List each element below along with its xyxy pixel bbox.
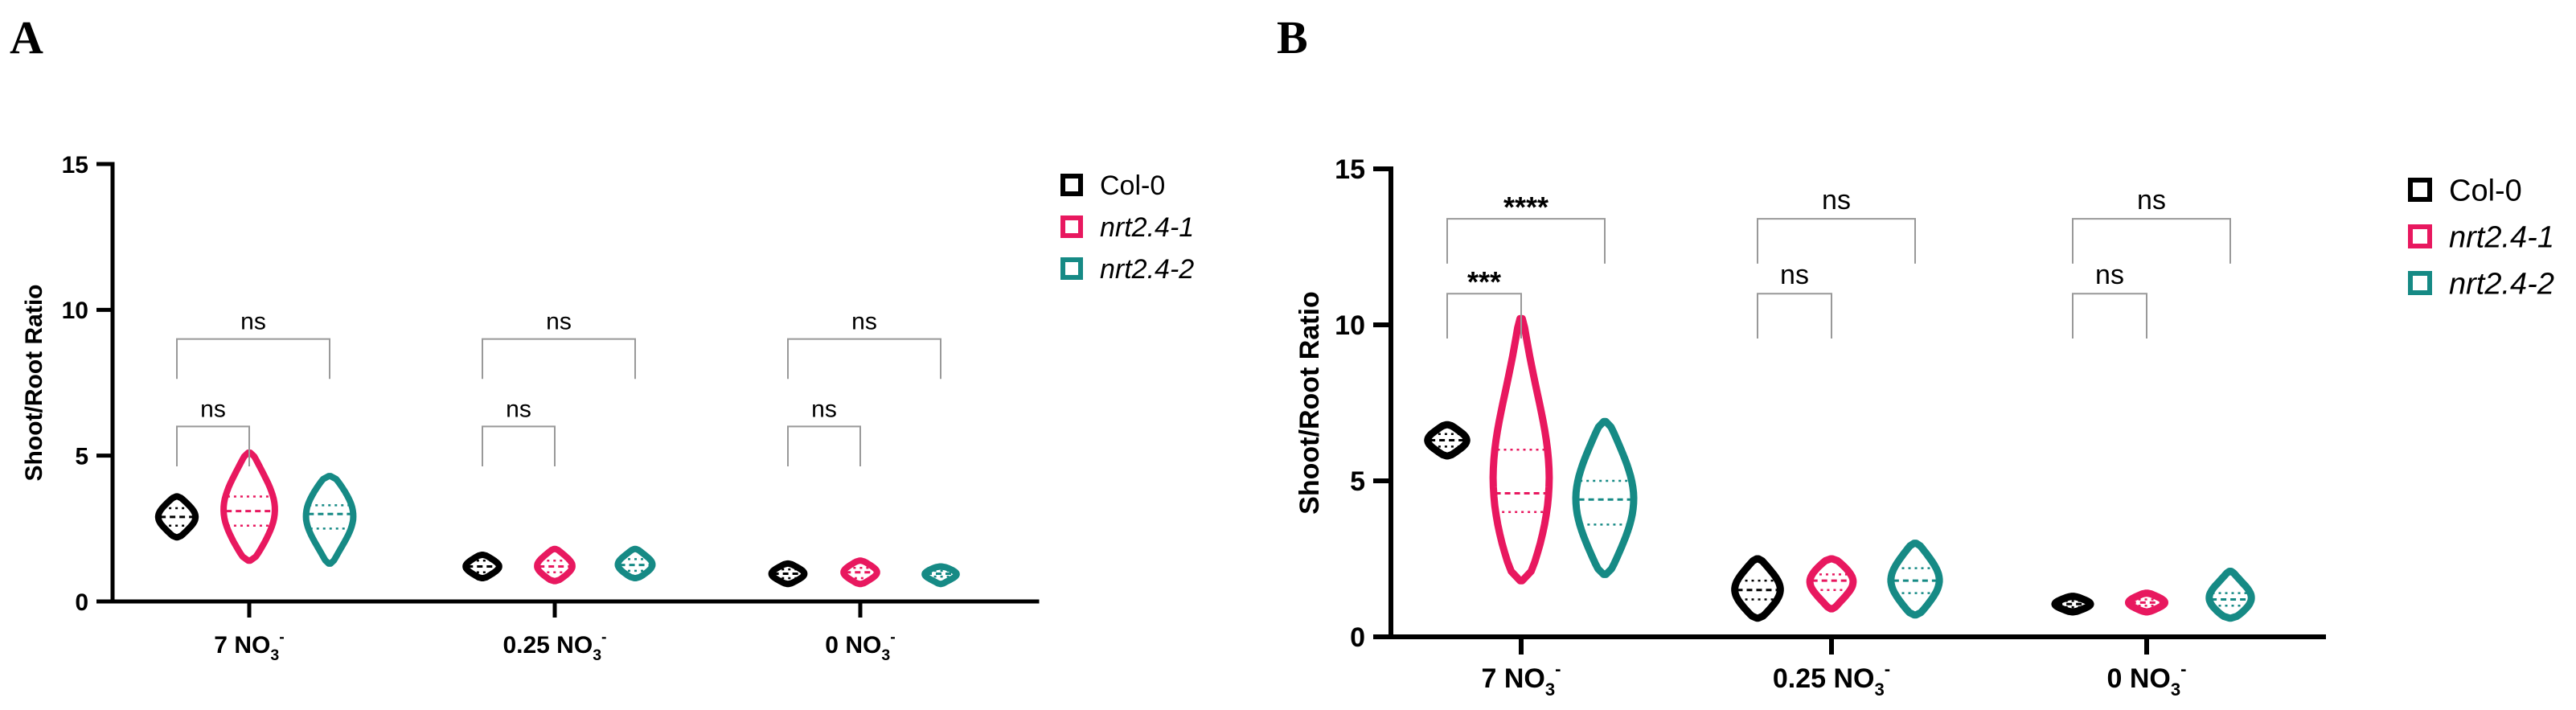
y-tick-label: 5	[75, 443, 88, 470]
legend-label-nrt2.4-1: nrt2.4-1	[1100, 212, 1194, 243]
significance-bracket	[176, 425, 250, 466]
y-tick-label: 10	[62, 298, 88, 324]
legend-swatch-Col-0	[2408, 178, 2432, 202]
legend-swatch-nrt2.4-2	[1060, 257, 1083, 280]
x-tick-label: 7 NO3-	[1481, 659, 1561, 700]
violin-Col-0-1	[1731, 555, 1784, 622]
significance-bracket	[482, 338, 636, 380]
significance-bracket	[787, 338, 941, 380]
x-tick-label: 7 NO3-	[214, 629, 284, 665]
y-tick-label: 15	[62, 152, 88, 179]
violin-nrt2.4-1-0	[1489, 314, 1553, 585]
panel-b-letter: B	[1277, 11, 1308, 64]
violin-nrt2.4-1-1	[1806, 555, 1857, 613]
x-tick-label: 0.25 NO3-	[502, 629, 606, 665]
violin-nrt2.4-1-1	[534, 545, 576, 585]
significance-label: ns	[200, 396, 226, 422]
significance-label: ns	[546, 309, 572, 335]
significance-bracket	[482, 425, 556, 466]
significance-label: ns	[240, 309, 266, 335]
legend-label-nrt2.4-1: nrt2.4-1	[2449, 221, 2554, 255]
significance-label: ns	[851, 309, 877, 335]
significance-label: ns	[2095, 260, 2124, 290]
significance-label: ns	[811, 396, 837, 422]
x-tick-label: 0 NO3-	[825, 629, 895, 665]
y-tick-label: 0	[1350, 622, 1365, 653]
significance-bracket	[2072, 218, 2231, 264]
y-axis-label: Shoot/Root Ratio	[21, 285, 47, 482]
legend-swatch-nrt2.4-1	[1060, 215, 1083, 238]
y-tick-label: 10	[1335, 310, 1365, 341]
violin-nrt2.4-2-0	[1572, 417, 1638, 578]
significance-label: ****	[1503, 191, 1548, 224]
panel-a-chart: 0 5 10 15 Shoot/Root Ratio 7 NO3- 0.25 NO3- 0 N…	[21, 152, 1194, 664]
y-tick-label: 0	[75, 589, 88, 616]
legend-label-Col-0: Col-0	[1100, 170, 1165, 201]
legend-swatch-nrt2.4-2	[2408, 271, 2432, 295]
y-tick-label: 5	[1350, 466, 1365, 497]
violin-Col-0-2	[2051, 593, 2094, 616]
x-tick-label: 0 NO3-	[2106, 659, 2186, 700]
violin-nrt2.4-2-0	[302, 473, 357, 567]
y-tick-label: 15	[1335, 154, 1365, 185]
legend-swatch-nrt2.4-1	[2408, 224, 2432, 248]
violin-Col-0-0	[154, 493, 199, 541]
violin-nrt2.4-1-2	[2125, 589, 2168, 616]
violin-nrt2.4-2-2	[921, 563, 960, 588]
violin-nrt2.4-2-1	[1887, 540, 1943, 619]
significance-label: ns	[1822, 185, 1851, 215]
violin-nrt2.4-2-1	[614, 545, 656, 581]
significance-bracket	[1757, 218, 1916, 264]
significance-bracket	[176, 338, 330, 380]
panel-b-chart: 0 5 10 15 Shoot/Root Ratio 7 NO3- 0.25 NO3- 0 N…	[1294, 154, 2554, 700]
panel-a-letter: A	[10, 11, 43, 64]
violin-nrt2.4-1-0	[220, 449, 278, 564]
significance-label: ns	[1780, 260, 1809, 290]
significance-bracket	[1446, 293, 1522, 339]
significance-bracket	[2072, 293, 2147, 339]
y-axis-label: Shoot/Root Ratio	[1294, 291, 1325, 515]
legend-label-nrt2.4-2: nrt2.4-2	[1100, 254, 1194, 285]
violin-Col-0-0	[1424, 421, 1471, 460]
violin-nrt2.4-2-2	[2205, 568, 2255, 622]
legend-label-nrt2.4-2: nrt2.4-2	[2449, 268, 2554, 302]
significance-bracket	[1757, 293, 1832, 339]
x-tick-label: 0.25 NO3-	[1773, 659, 1890, 700]
significance-label: ***	[1467, 265, 1501, 298]
significance-bracket	[787, 425, 861, 466]
significance-label: ns	[2137, 185, 2166, 215]
significance-bracket	[1446, 218, 1606, 264]
legend-swatch-Col-0	[1060, 174, 1083, 196]
significance-label: ns	[506, 396, 531, 422]
legend-label-Col-0: Col-0	[2449, 174, 2522, 208]
